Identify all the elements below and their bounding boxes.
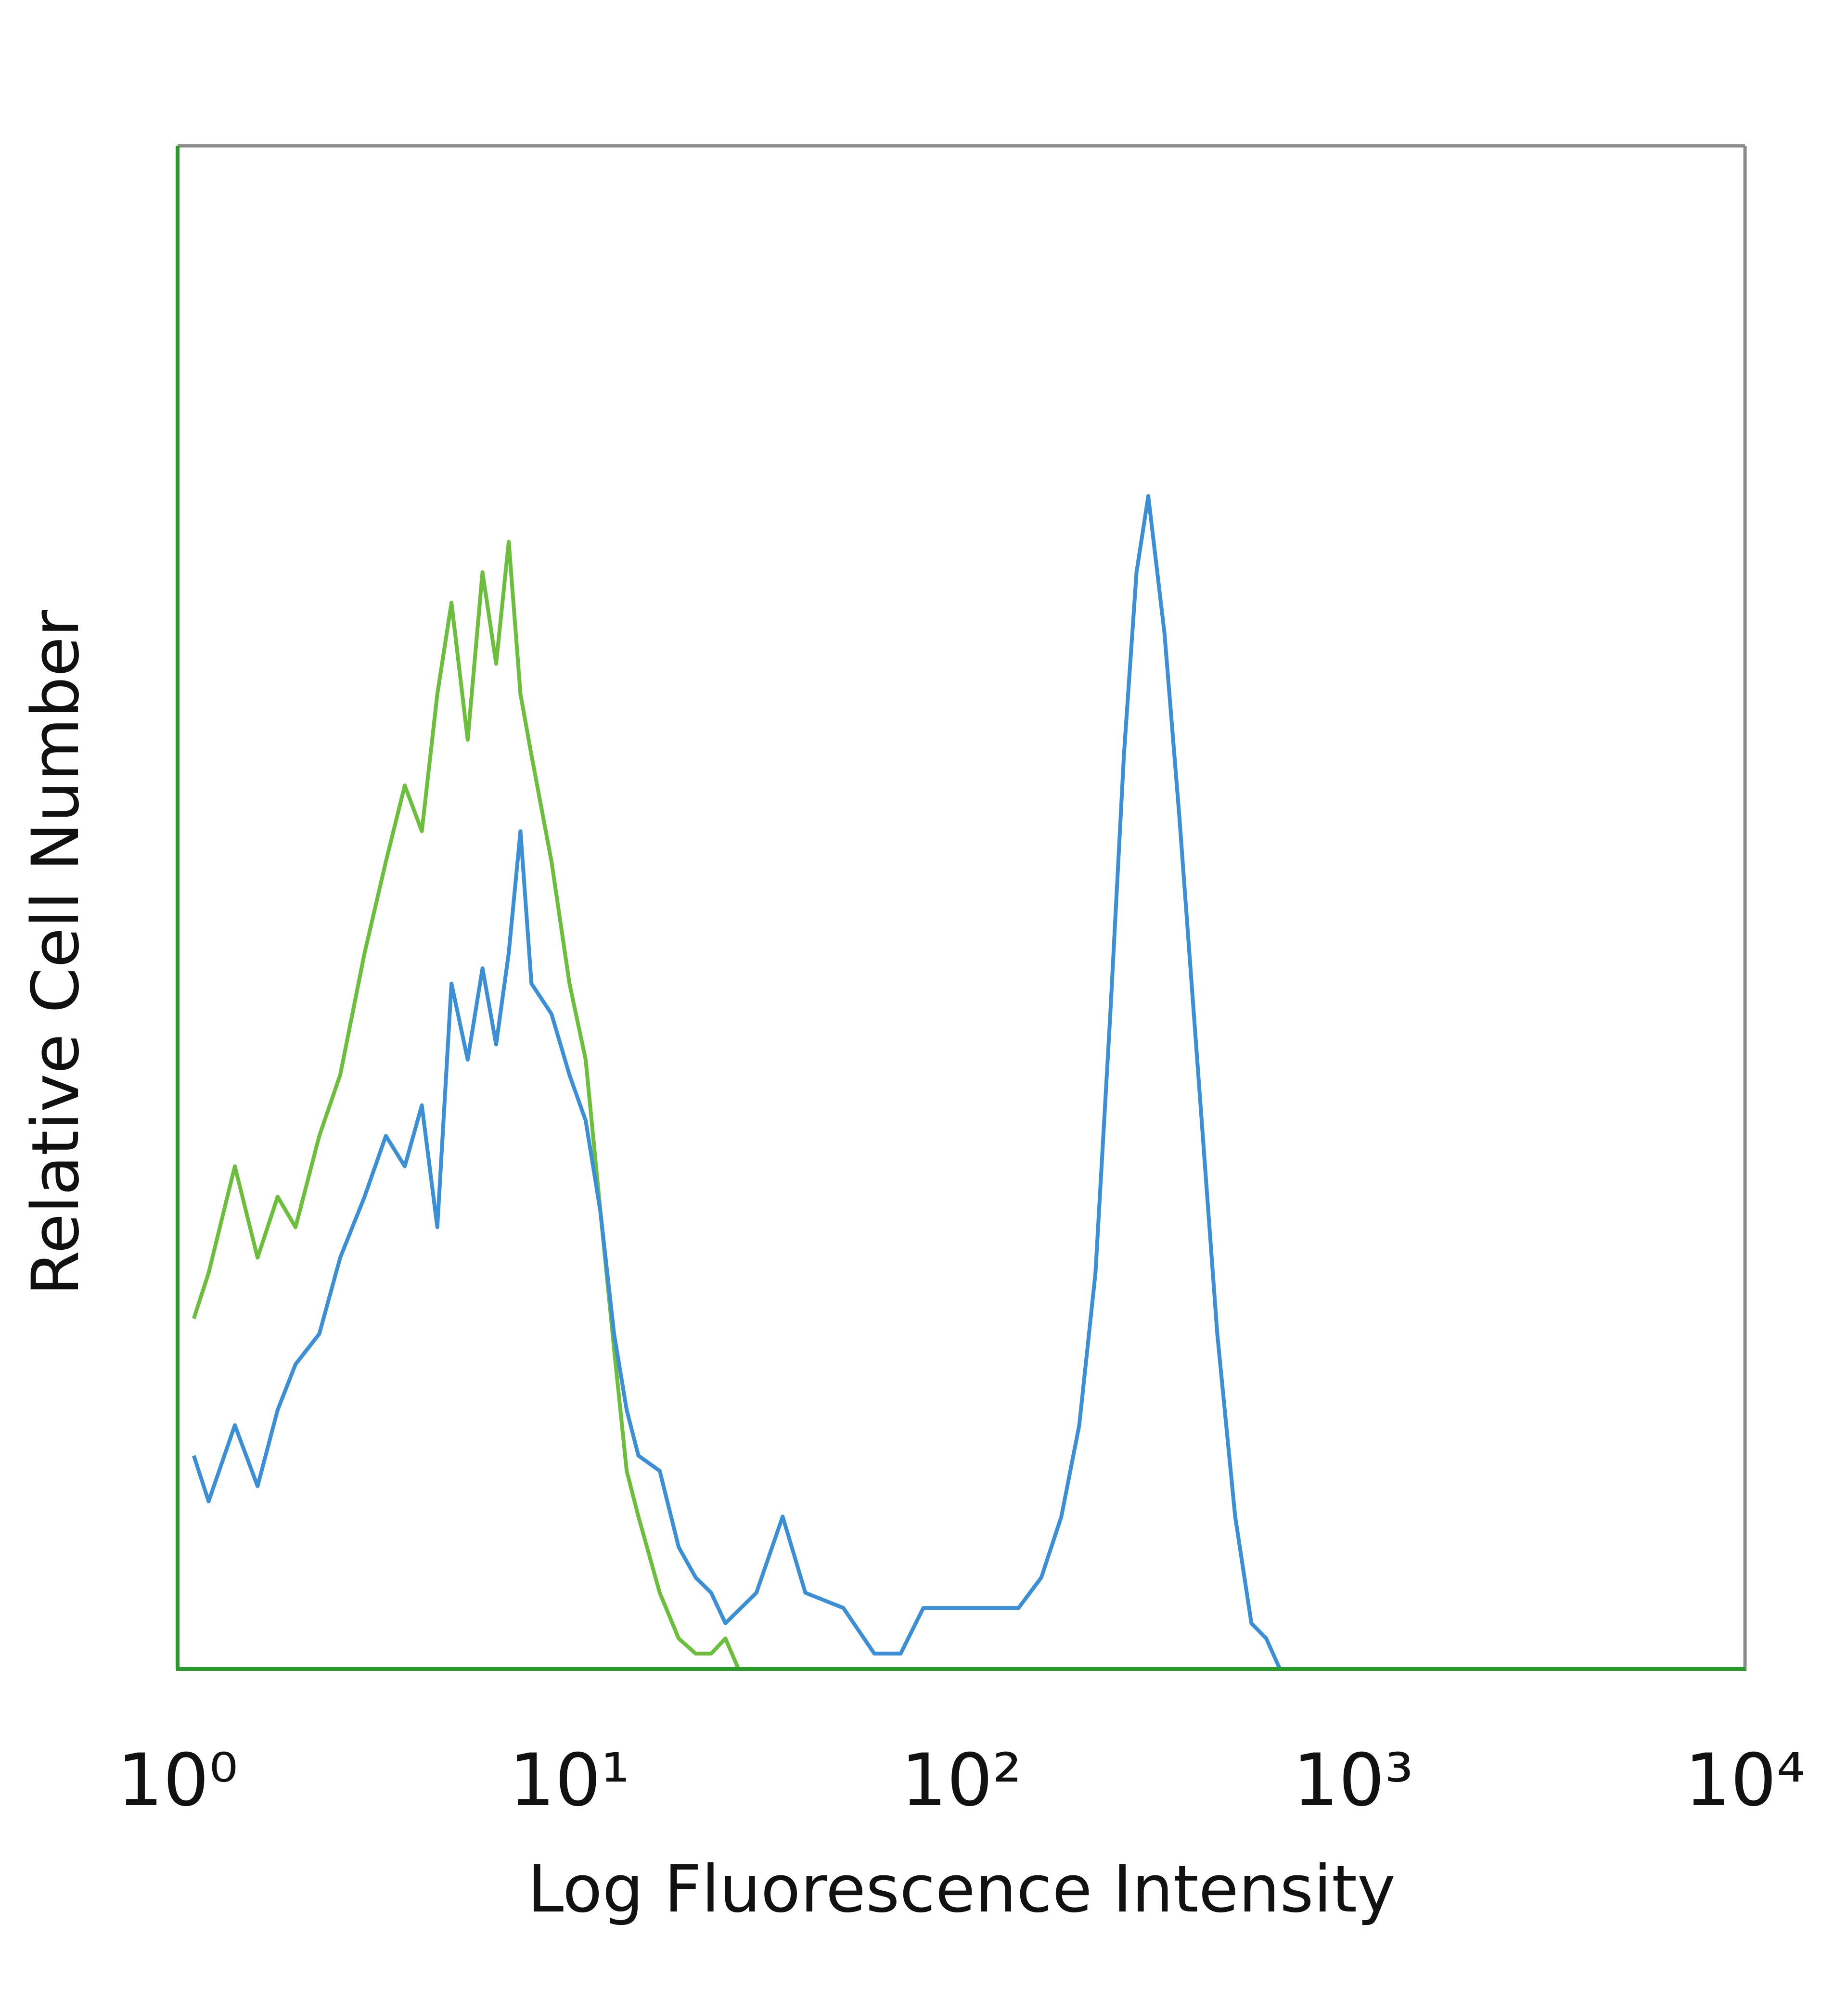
x-tick-label: 10¹: [509, 1739, 630, 1822]
series-line: [192, 494, 1282, 1670]
x-tick-label: 10³: [1293, 1739, 1413, 1822]
x-axis-label: Log Fluorescence Intensity: [527, 1851, 1396, 1927]
series-line: [192, 539, 741, 1670]
x-tick-label: 10⁴: [1684, 1739, 1805, 1822]
x-tick-label: 10²: [901, 1739, 1022, 1822]
x-tick-label: 10⁰: [117, 1739, 238, 1822]
y-axis-label: Relative Cell Number: [18, 610, 93, 1295]
